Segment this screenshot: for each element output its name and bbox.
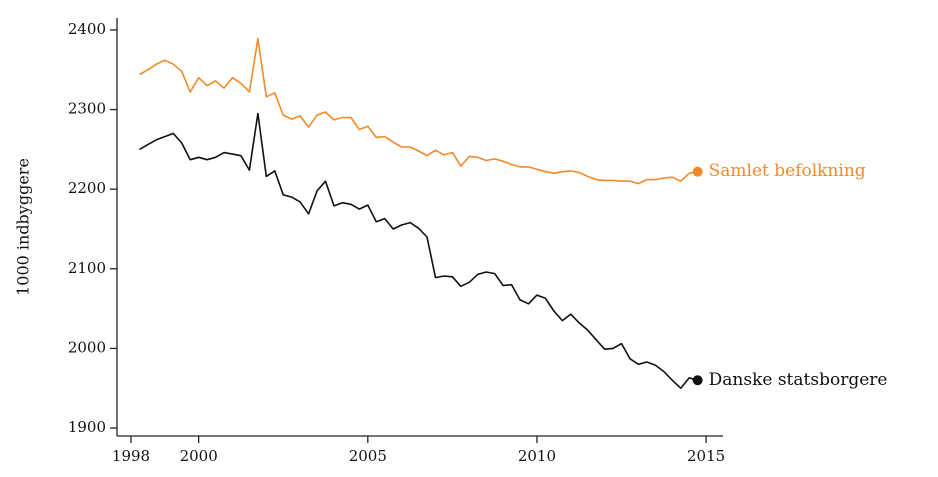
y-ticks: 1900 2000 2100 2200 2300 2400 (68, 20, 117, 436)
series-end-marker (692, 375, 703, 386)
y-tick-label: 2200 (68, 179, 106, 197)
series-labels: Samlet befolkning Danske statsborgere (709, 161, 888, 390)
series-line-samlet-befolkning (139, 37, 698, 185)
series-line-danske-statsborgere (139, 112, 698, 390)
y-tick-label: 2000 (68, 338, 106, 356)
x-tick-label: 2010 (518, 447, 556, 465)
y-tick-label: 2400 (68, 20, 106, 38)
x-ticks: 1998 2000 2005 2010 2015 (112, 436, 725, 465)
series-label: Danske statsborgere (709, 370, 888, 390)
y-tick-label: 2100 (68, 259, 106, 277)
y-axis-title: 1000 indbyggere (14, 158, 33, 296)
x-tick-label: 2000 (180, 447, 218, 465)
series-lines (139, 37, 703, 390)
y-tick-label: 2300 (68, 100, 106, 118)
axes: 1000 indbyggere (14, 18, 723, 437)
series-label: Samlet befolkning (709, 161, 866, 181)
y-tick-label: 1900 (68, 418, 106, 436)
x-tick-label: 1998 (112, 447, 150, 465)
x-tick-label: 2005 (349, 447, 387, 465)
series-end-marker (692, 166, 703, 177)
x-tick-label: 2015 (687, 447, 725, 465)
